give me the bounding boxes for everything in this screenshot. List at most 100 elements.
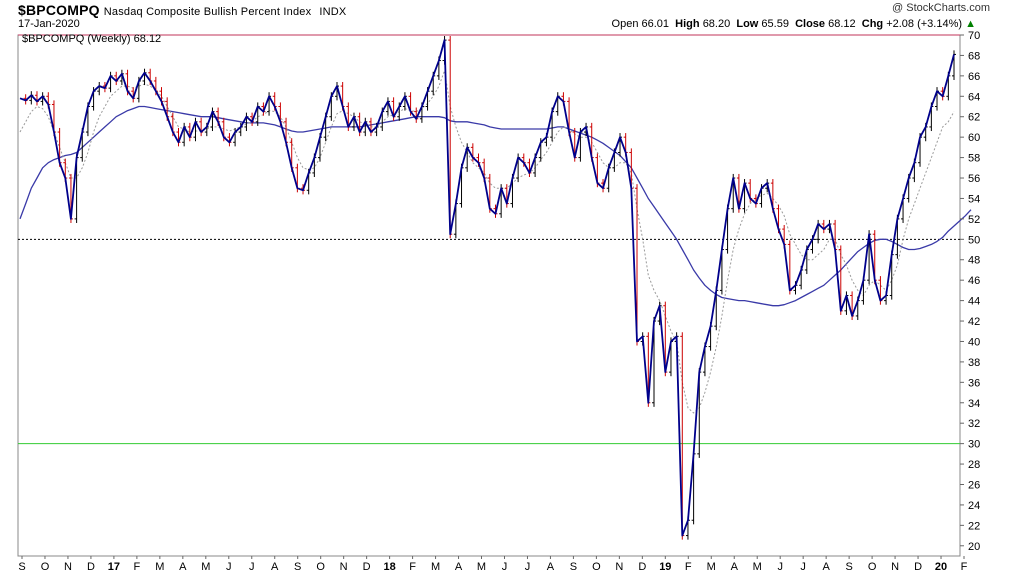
x-tick-label: F [409, 561, 416, 573]
y-tick-label: 26 [968, 479, 980, 491]
x-tick-label: D [914, 561, 922, 573]
x-tick-label: F [685, 561, 692, 573]
plot-area [17, 34, 961, 557]
x-tick-label: O [41, 561, 50, 573]
y-tick-label: 20 [968, 541, 980, 553]
y-tick-label: 42 [968, 316, 980, 328]
y-tick-label: 38 [968, 357, 980, 369]
x-tick-label: 17 [108, 561, 120, 573]
x-tick-label: A [822, 561, 830, 573]
plot-frame [17, 34, 961, 557]
x-tick-label: J [249, 561, 255, 573]
price-series [19, 39, 955, 537]
x-tick-label: N [64, 561, 72, 573]
y-tick-label: 64 [968, 91, 980, 103]
x-tick-label: M [707, 561, 716, 573]
x-tick-label: D [363, 561, 371, 573]
high-value: 68.20 [702, 18, 731, 30]
chart-date: 17-Jan-2020 [18, 18, 80, 30]
symbol-title: $BPCOMPQ Nasdaq Composite Bullish Percent… [18, 2, 346, 18]
y-tick-label: 32 [968, 418, 980, 430]
x-tick-label: D [638, 561, 646, 573]
x-tick-label: M [201, 561, 210, 573]
y-tick-label: 46 [968, 275, 980, 287]
y-tick-label: 58 [968, 153, 980, 165]
low-label: Low [736, 18, 759, 30]
x-tick-label: S [570, 561, 577, 573]
y-tick-label: 60 [968, 132, 980, 144]
x-tick-label: S [294, 561, 301, 573]
x-tick-label: 20 [935, 561, 947, 573]
x-tick-label: O [868, 561, 877, 573]
x-tick-label: A [271, 561, 279, 573]
x-tick-label: S [845, 561, 852, 573]
x-tick-label: M [431, 561, 440, 573]
x-tick-label: A [731, 561, 739, 573]
y-tick-label: 68 [968, 50, 980, 62]
symbol-description: Nasdaq Composite Bullish Percent Index [103, 6, 312, 18]
y-tick-label: 54 [968, 193, 980, 205]
low-value: 65.59 [761, 18, 789, 30]
ma-long-line [19, 105, 972, 307]
y-tick-label: 48 [968, 255, 980, 267]
x-tick-label: O [316, 561, 325, 573]
x-tick-label: S [18, 561, 25, 573]
chart-header: $BPCOMPQ Nasdaq Composite Bullish Percent… [18, 2, 990, 32]
y-tick-label: 34 [968, 398, 980, 410]
price-line [19, 39, 955, 537]
open-label: Open [611, 18, 639, 30]
y-tick-label: 30 [968, 439, 980, 451]
y-tick-label: 22 [968, 520, 980, 532]
reference-lines [18, 34, 960, 445]
legend-label: $BPCOMPQ (Weekly) 68.12 [22, 33, 161, 45]
y-tick-label: 62 [968, 112, 980, 124]
y-axis: 20 22 24 26 28 30 32 34 36 38 40 42 44 46 48 50 52 54 56 58… [960, 30, 980, 553]
x-tick-label: J [800, 561, 806, 573]
x-axis: S O N D 17 F M A M J J A S O N D 18 F M A M J J A S O N D 19 F M A M J J A S… [18, 556, 968, 573]
high-label: High [675, 18, 700, 30]
x-tick-label: D [87, 561, 95, 573]
chg-value: +2.08 (+3.14%) [886, 18, 963, 30]
y-tick-label: 36 [968, 377, 980, 389]
x-tick-label: 19 [659, 561, 671, 573]
x-tick-label: 18 [383, 561, 395, 573]
y-tick-label: 70 [968, 30, 980, 42]
up-arrow-icon: ▲ [965, 18, 976, 30]
x-tick-label: N [340, 561, 348, 573]
y-tick-label: 52 [968, 214, 980, 226]
close-value: 68.12 [828, 18, 856, 30]
y-tick-label: 40 [968, 336, 980, 348]
y-tick-label: 50 [968, 234, 980, 246]
x-tick-label: O [592, 561, 601, 573]
x-tick-label: A [179, 561, 187, 573]
watermark: @ StockCharts.com [892, 2, 990, 14]
x-tick-label: M [477, 561, 486, 573]
x-tick-label: F [961, 561, 968, 573]
x-tick-label: J [777, 561, 783, 573]
ohlc-summary: Open 66.01 High 68.20 Low 65.59 Close 68… [612, 18, 976, 30]
close-label: Close [795, 18, 826, 30]
y-tick-label: 28 [968, 459, 980, 471]
symbol: $BPCOMPQ [18, 2, 100, 18]
x-tick-label: N [615, 561, 623, 573]
chg-label: Chg [861, 18, 884, 30]
x-tick-label: F [134, 561, 141, 573]
y-tick-label: 24 [968, 500, 980, 512]
open-value: 66.01 [641, 18, 670, 30]
x-tick-label: A [547, 561, 555, 573]
x-tick-label: J [226, 561, 232, 573]
x-tick-label: M [753, 561, 762, 573]
moving-average-long [19, 105, 972, 307]
x-tick-label: A [455, 561, 463, 573]
x-tick-label: J [525, 561, 531, 573]
x-tick-label: N [891, 561, 899, 573]
y-tick-label: 44 [968, 296, 980, 308]
y-tick-label: 66 [968, 71, 980, 83]
x-tick-label: M [155, 561, 164, 573]
exchange: INDX [319, 6, 347, 18]
x-tick-label: J [502, 561, 508, 573]
y-tick-label: 56 [968, 173, 980, 185]
moving-average-short [19, 70, 955, 414]
ma-short-line [19, 70, 955, 414]
